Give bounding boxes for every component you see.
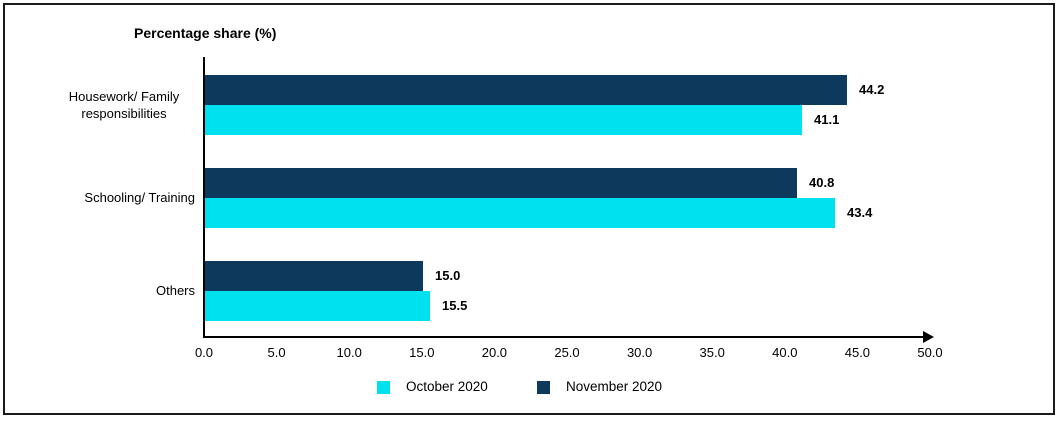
x-tick-label: 45.0 <box>844 345 871 360</box>
bar-october-2020-others <box>205 290 430 321</box>
bar-value-label-october-2020-others: 15.5 <box>442 297 468 313</box>
category-label-text: Others <box>155 283 195 298</box>
bar-value-label-november-2020-others: 15.0 <box>435 267 461 283</box>
bar-november-2020-others <box>205 260 423 291</box>
category-label: Others <box>25 244 195 337</box>
bar-value-label-october-2020-housework-family-responsibilities: 41.1 <box>814 111 840 127</box>
legend-label-october-2020: October 2020 <box>406 379 488 394</box>
x-tick-label: 30.0 <box>626 345 653 360</box>
bar-october-2020-housework-family-responsibilities <box>205 104 802 135</box>
category-label-text: Schooling/ Training <box>84 190 195 205</box>
bar-november-2020-housework-family-responsibilities <box>205 74 847 105</box>
legend-swatch-november-2020 <box>537 380 550 394</box>
legend-swatch-october-2020 <box>377 380 390 394</box>
bar-value-label-november-2020-housework-family-responsibilities: 44.2 <box>859 81 885 97</box>
x-tick-label: 10.0 <box>336 345 362 360</box>
x-tick-label: 40.0 <box>772 345 798 360</box>
bar-value-label-november-2020-schooling-training: 40.8 <box>809 174 835 190</box>
category-label: Schooling/ Training <box>25 151 195 244</box>
x-tick-label: 5.0 <box>267 345 286 360</box>
legend-item-october-2020: October 2020 <box>377 379 488 395</box>
bar-value-label-october-2020-schooling-training: 43.4 <box>847 204 873 220</box>
bar-october-2020-schooling-training <box>205 197 835 228</box>
x-axis-arrow-icon <box>923 331 934 343</box>
category-label-text: Housework/ Family responsibilities <box>68 88 180 121</box>
x-tick-label: 0.0 <box>194 345 214 360</box>
x-tick-label: 50.0 <box>917 345 943 360</box>
category-label: Housework/ Family responsibilities <box>25 58 195 151</box>
x-tick-label: 20.0 <box>481 345 508 360</box>
x-tick-label: 25.0 <box>554 345 580 360</box>
x-axis-line <box>203 336 925 338</box>
x-tick-label: 35.0 <box>699 345 725 360</box>
y-axis-line <box>203 57 205 338</box>
chart-title: Percentage share (%) <box>134 25 277 41</box>
legend-label-november-2020: November 2020 <box>566 379 663 394</box>
bar-november-2020-schooling-training <box>205 167 797 198</box>
x-tick-label: 15.0 <box>409 345 435 360</box>
legend-item-november-2020: November 2020 <box>537 379 662 395</box>
figure-border <box>3 3 1055 415</box>
